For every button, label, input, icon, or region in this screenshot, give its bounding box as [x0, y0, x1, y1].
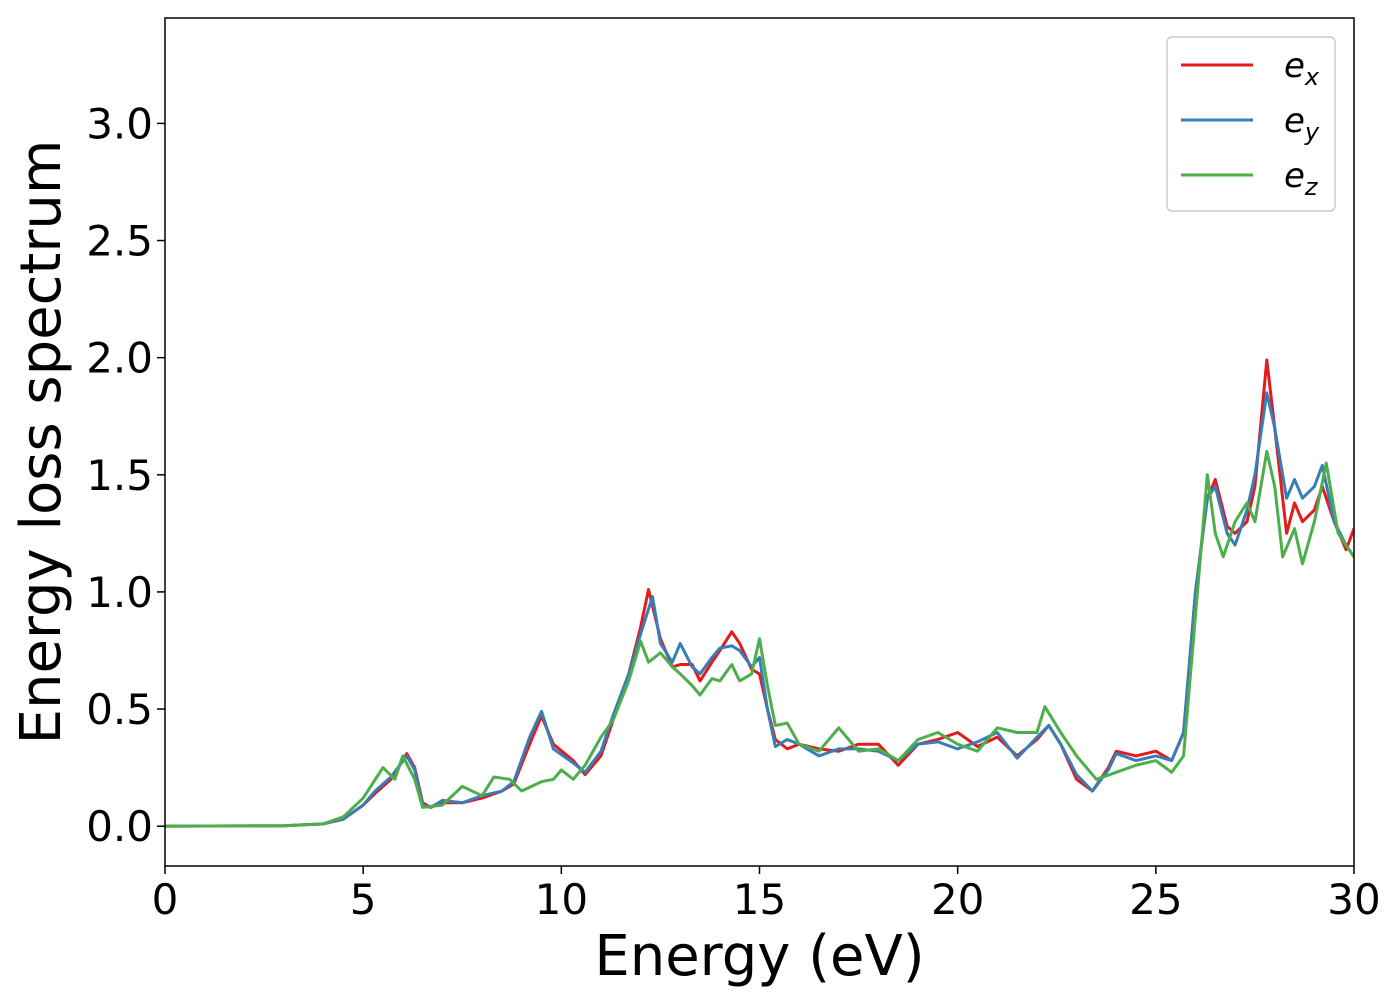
y-tick-label: 1.5 [86, 451, 153, 500]
x-tick-label: 30 [1327, 875, 1380, 924]
legend-label-y: ey [1284, 101, 1320, 146]
series-line-x [165, 358, 1354, 828]
y-tick-label: 0.0 [86, 802, 153, 851]
series-lines [165, 358, 1354, 828]
y-tick-label: 2.0 [86, 334, 153, 383]
series-line-y [165, 391, 1354, 828]
series-line-z [165, 449, 1354, 828]
y-axis-title: Energy loss spectrum [9, 140, 74, 745]
y-tick-label: 0.5 [86, 685, 153, 734]
x-tick-label: 15 [733, 875, 786, 924]
y-tick-label: 2.5 [86, 217, 153, 266]
x-axis-title: Energy (eV) [594, 924, 924, 989]
y-tick-label: 1.0 [86, 568, 153, 617]
x-tick-label: 5 [350, 875, 377, 924]
x-tick-label: 10 [535, 875, 588, 924]
x-axis: 0 5 10 15 20 25 30 [152, 866, 1381, 924]
x-tick-label: 20 [931, 875, 984, 924]
legend-label-x: ex [1284, 46, 1320, 91]
legend: ex ey ez [1166, 36, 1336, 212]
y-tick-label: 3.0 [86, 99, 153, 148]
legend-label-z: ez [1284, 156, 1319, 201]
y-axis: 0.0 0.5 1.0 1.5 2.0 2.5 3.0 [86, 99, 165, 851]
x-tick-label: 25 [1129, 875, 1182, 924]
x-tick-label: 0 [152, 875, 179, 924]
legend-box [1166, 36, 1336, 212]
